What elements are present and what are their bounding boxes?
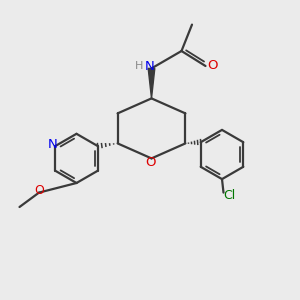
Polygon shape bbox=[148, 68, 155, 98]
Text: N: N bbox=[47, 138, 57, 151]
Text: Cl: Cl bbox=[223, 188, 235, 202]
Text: O: O bbox=[207, 59, 217, 72]
Text: O: O bbox=[146, 155, 156, 169]
Text: H: H bbox=[135, 61, 143, 71]
Text: O: O bbox=[34, 184, 44, 197]
Text: N: N bbox=[145, 59, 155, 73]
